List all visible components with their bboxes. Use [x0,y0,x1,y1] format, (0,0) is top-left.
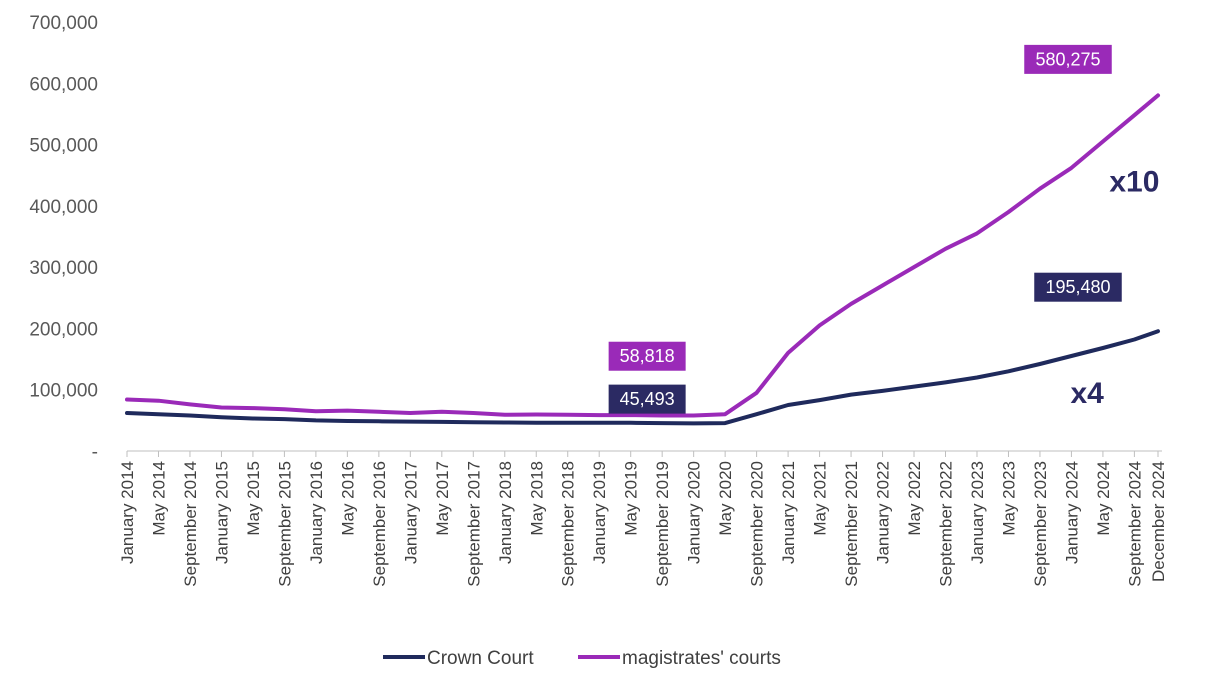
y-tick-label: - [92,442,98,463]
y-tick-label: 300,000 [29,258,98,279]
x-tick-label: September 2020 [748,461,767,587]
x-tick-label: May 2018 [527,461,546,536]
x-tick-label: September 2014 [181,461,200,587]
x-tick-label: September 2019 [653,461,672,587]
x-tick-label: January 2023 [968,461,987,564]
callout-layer: 58,818 45,493 580,275 195,480 [608,44,1122,414]
x-tick-label: May 2017 [433,461,452,536]
x-tick-label: May 2019 [622,461,641,536]
value-callout-box [608,341,686,371]
x-tick-label: January 2018 [496,461,515,564]
x-tick-label: September 2018 [559,461,578,587]
legend: Crown Court magistrates' courts [383,648,781,669]
x-tick-label: January 2024 [1062,461,1081,564]
x-tick-label: January 2020 [685,461,704,564]
x-tick-label: September 2022 [937,461,956,587]
y-tick-label: 500,000 [29,136,98,157]
x-tick-label: September 2015 [275,461,294,587]
value-callout-label: 580,275 [1035,49,1100,69]
y-tick-label: 100,000 [29,381,98,402]
multiplier-annotation: x10 [1109,165,1159,198]
legend-label: Crown Court [427,648,534,669]
x-tick-label: January 2019 [590,461,609,564]
x-tick-label: September 2017 [464,461,483,587]
value-callout-label: 195,480 [1045,277,1110,297]
legend-item: Crown Court [383,648,534,669]
x-tick-label: January 2022 [874,461,893,564]
series-line-crown-court [125,329,1160,426]
x-tick-label: May 2016 [338,461,357,536]
x-tick-label: January 2021 [779,461,798,564]
value-callout: 45,493 [608,384,686,414]
x-tick-label: December 2024 [1149,461,1168,582]
x-tick-label: September 2024 [1125,461,1144,587]
multiplier-annotation: x4 [1070,377,1104,410]
x-tick-label: January 2014 [118,461,137,564]
value-callout: 58,818 [608,341,686,371]
x-tick-label: January 2015 [212,461,231,564]
x-tick-label: January 2017 [401,461,420,564]
x-tick-label: May 2023 [999,461,1018,536]
x-tick-label: May 2022 [905,461,924,536]
legend-label: magistrates' courts [622,648,781,669]
value-callout-box [1034,272,1122,302]
x-tick-label: May 2020 [716,461,735,536]
value-callout-label: 58,818 [620,346,675,366]
legend-item: magistrates' courts [578,648,781,669]
x-tick-label: September 2021 [842,461,861,587]
x-tick-label: May 2015 [244,461,263,536]
value-callout-label: 45,493 [620,389,675,409]
series-layer [125,93,1160,426]
x-axis: January 2014 May 2014 September 2014 Januar… [118,450,1168,587]
y-tick-label: 200,000 [29,319,98,340]
x-tick-label: September 2023 [1031,461,1050,587]
value-callout-box [608,384,686,414]
x-tick-label: May 2024 [1094,461,1113,536]
annotation-layer: x10 x4 [1070,165,1159,409]
value-callout: 195,480 [1034,272,1122,302]
x-tick-label: May 2021 [811,461,830,536]
value-callout-box [1024,44,1112,74]
value-callout: 580,275 [1024,44,1112,74]
y-tick-label: 600,000 [29,74,98,95]
x-tick-label: January 2016 [307,461,326,564]
y-axis: - 100,000 200,000 300,000 400,000 500,000 600,… [29,13,98,463]
series-line-magistrates-courts [125,93,1160,418]
x-tick-label: September 2016 [370,461,389,587]
y-tick-label: 700,000 [29,13,98,34]
y-tick-label: 400,000 [29,197,98,218]
x-tick-label: May 2014 [149,461,168,536]
